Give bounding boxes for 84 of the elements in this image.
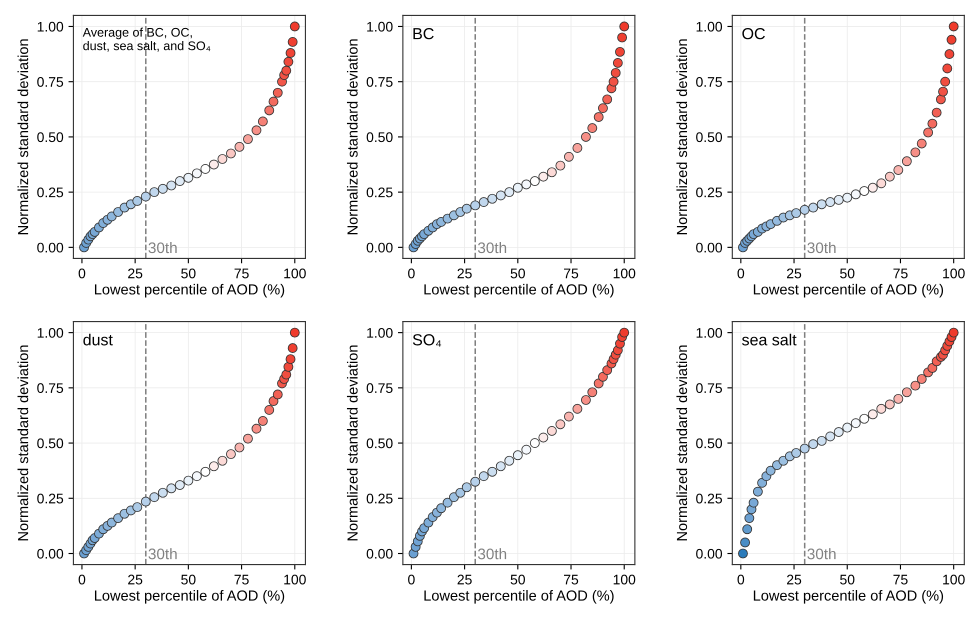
y-tick-label: 1.00	[696, 22, 722, 32]
ref-line-label: 30th	[478, 242, 506, 254]
annotation: BC	[413, 28, 434, 40]
x-tick-label: 25	[458, 268, 472, 278]
y-tick-label: 0.00	[366, 548, 393, 559]
x-axis-title: Lowest percentile of AOD (%)	[94, 590, 284, 604]
x-tick-label: 50	[181, 268, 196, 278]
y-axis-title: Normalized standard deviation	[676, 39, 688, 234]
x-axis-title: Lowest percentile of AOD (%)	[424, 284, 614, 298]
x-tick-label: 75	[564, 574, 578, 584]
x-axis-title: Lowest percentile of AOD (%)	[94, 284, 284, 298]
ref-line-label: 30th	[807, 242, 836, 254]
ref-line-label: 30th	[148, 242, 177, 254]
x-tick-label: 75	[234, 574, 249, 584]
x-tick-label: 0	[738, 574, 744, 584]
x-tick-label: 75	[564, 268, 578, 278]
ref-line-label: 30th	[478, 548, 506, 560]
x-axis-title: Lowest percentile of AOD (%)	[754, 284, 944, 298]
y-tick-label: 0.25	[37, 187, 64, 198]
y-tick-label: 0.00	[37, 548, 64, 559]
y-axis-title: Normalized standard deviation	[346, 39, 358, 234]
annotation: sea salt	[742, 334, 797, 346]
x-tick-label: 50	[181, 574, 196, 584]
y-axis-title: Normalized standard deviation	[18, 39, 28, 234]
y-tick-label: 1.00	[367, 22, 393, 32]
y-tick-label: 1.00	[38, 328, 64, 338]
ref-line-label: 30th	[148, 548, 177, 560]
y-tick-label: 0.00	[366, 242, 393, 253]
y-tick-label: 1.00	[367, 328, 393, 338]
x-tick-label: 0	[78, 268, 86, 278]
y-axis-title: Normalized standard deviation	[676, 346, 688, 540]
y-tick-label: 0.25	[366, 187, 393, 198]
x-tick-label: 25	[458, 574, 472, 584]
x-tick-label: 50	[510, 268, 525, 278]
y-tick-label: 0.00	[37, 242, 64, 253]
y-tick-label: 0.50	[366, 438, 393, 448]
x-tick-label: 75	[234, 268, 249, 278]
y-tick-label: 0.50	[696, 438, 722, 448]
y-tick-label: 1.00	[38, 22, 64, 32]
x-tick-label: 100	[284, 574, 306, 584]
x-tick-label: 0	[408, 574, 415, 584]
x-tick-label: 50	[840, 268, 854, 278]
y-tick-label: 0.50	[37, 438, 64, 448]
x-tick-label: 75	[893, 268, 908, 278]
x-tick-label: 100	[943, 574, 965, 584]
y-tick-label: 0.75	[37, 77, 64, 87]
y-axis-title: Normalized standard deviation	[346, 346, 358, 540]
y-tick-label: 0.25	[366, 494, 393, 504]
x-tick-label: 25	[787, 574, 802, 584]
x-tick-label: 100	[284, 268, 306, 278]
y-tick-label: 0.50	[366, 132, 393, 142]
y-tick-label: 1.00	[696, 328, 722, 338]
x-tick-label: 25	[128, 268, 142, 278]
x-axis-title: Lowest percentile of AOD (%)	[754, 590, 944, 604]
x-tick-label: 100	[943, 268, 965, 278]
y-tick-label: 0.50	[37, 132, 64, 142]
y-tick-label: 0.75	[696, 383, 722, 394]
y-tick-label: 0.50	[696, 132, 722, 142]
x-tick-label: 75	[893, 574, 908, 584]
x-tick-label: 25	[787, 268, 802, 278]
y-tick-label: 0.75	[696, 77, 722, 87]
x-tick-label: 0	[78, 574, 86, 584]
x-tick-label: 100	[614, 574, 636, 584]
x-tick-label: 0	[408, 268, 415, 278]
annotation: SO₄	[412, 334, 442, 347]
annotation: dust	[83, 334, 113, 346]
y-tick-label: 0.25	[37, 494, 64, 504]
x-tick-label: 25	[128, 574, 142, 584]
x-tick-label: 50	[840, 574, 854, 584]
y-tick-label: 0.00	[696, 548, 722, 559]
annotation: Average of BC, OC, dust, sea salt, and SO₄	[82, 28, 210, 52]
y-tick-label: 0.25	[696, 187, 722, 198]
y-tick-label: 0.75	[366, 77, 393, 87]
y-axis-title: Normalized standard deviation	[18, 346, 28, 540]
x-tick-label: 50	[510, 574, 525, 584]
y-tick-label: 0.00	[696, 242, 722, 253]
annotation: OC	[742, 28, 765, 40]
x-tick-label: 100	[614, 268, 636, 278]
y-tick-label: 0.75	[366, 383, 393, 394]
y-tick-label: 0.75	[37, 383, 64, 394]
y-tick-label: 0.25	[696, 494, 722, 504]
ref-line-label: 30th	[807, 548, 836, 560]
x-tick-label: 0	[738, 268, 744, 278]
x-axis-title: Lowest percentile of AOD (%)	[424, 590, 614, 604]
